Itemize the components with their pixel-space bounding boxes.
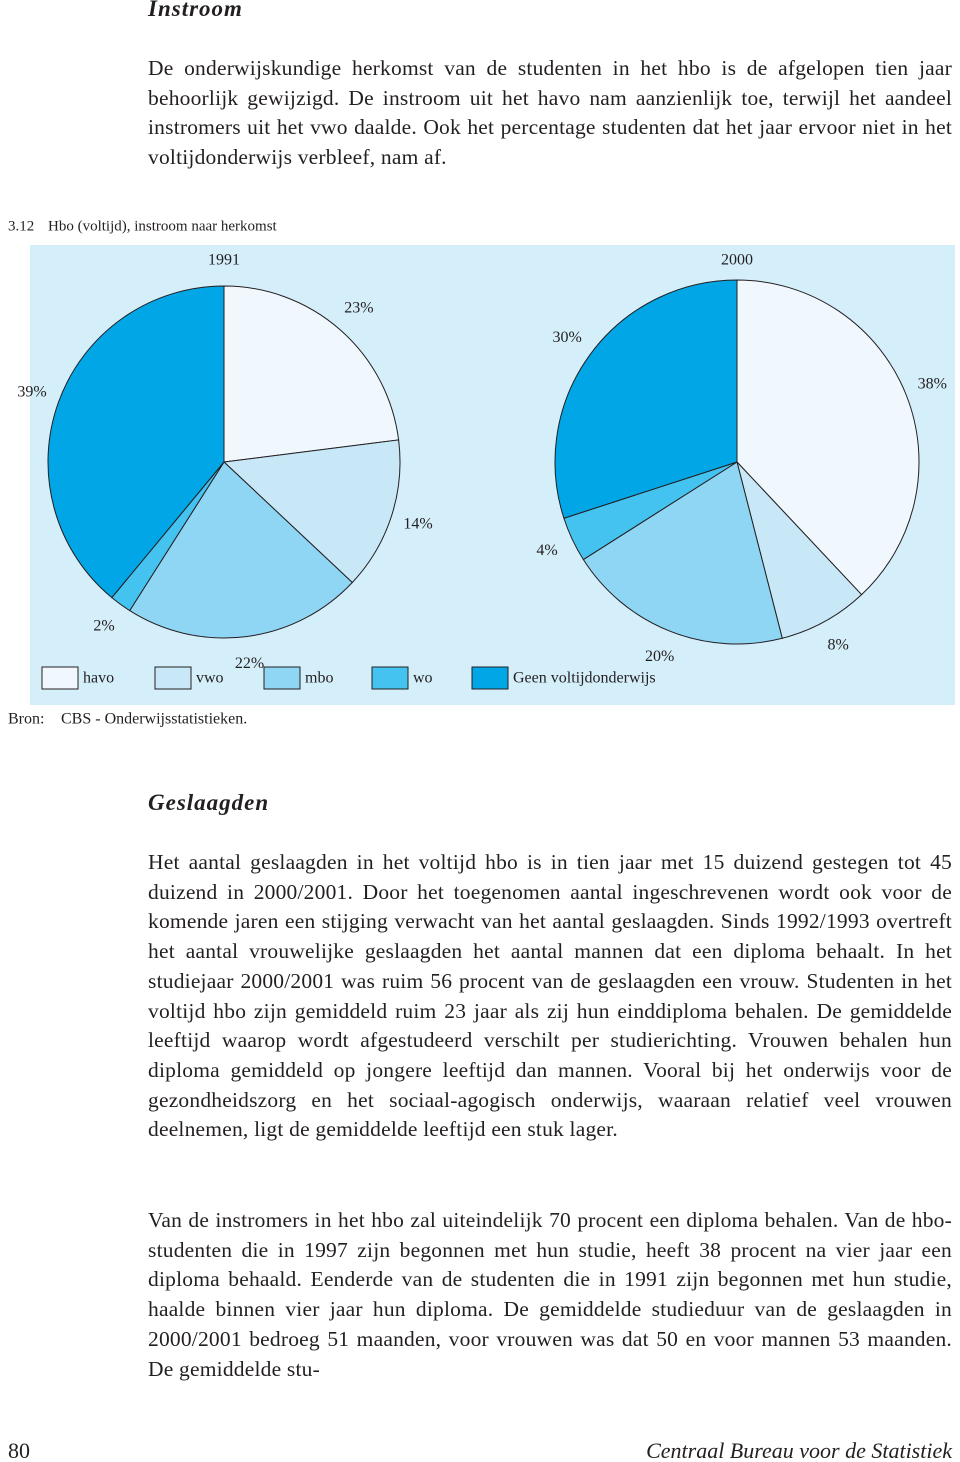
data-label: 20% (645, 648, 674, 665)
legend-swatch (471, 666, 509, 690)
paragraph: Van de instromers in het hbo zal uiteind… (148, 1208, 952, 1381)
legend-swatch (263, 666, 301, 690)
data-label: 8% (828, 637, 849, 654)
pie-title: 1991 (208, 252, 240, 269)
data-label: 4% (536, 542, 557, 559)
legend-swatch (154, 666, 192, 690)
data-label: 22% (235, 655, 264, 672)
data-label: 14% (403, 516, 432, 533)
legend-label: mbo (305, 670, 333, 687)
paragraph: Het aantal geslaagden in het voltijd hbo… (148, 850, 952, 1142)
pie-slice (222, 439, 401, 584)
data-label: 30% (552, 329, 581, 346)
figure-number: 3.12 (8, 218, 34, 234)
page-number: 80 (8, 1438, 30, 1462)
data-label: 2% (93, 618, 114, 635)
heading: Instroom (148, 0, 243, 21)
pie-slice (554, 279, 738, 519)
data-label: 38% (918, 375, 947, 392)
legend-label: vwo (196, 670, 224, 687)
heading: Geslaagden (148, 790, 270, 815)
legend-swatch (371, 666, 409, 690)
paragraph: De onderwijskundige herkomst van de stud… (148, 56, 952, 170)
pie-slice (129, 461, 354, 639)
pie-slice (736, 461, 863, 639)
source-label: Bron: (8, 711, 44, 728)
pie-slice (736, 279, 920, 596)
figure: 3.12 Hbo (voltijd), instroom naar herkom… (8, 218, 955, 728)
pie-slice (47, 285, 225, 599)
pie-slice (582, 461, 783, 645)
legend-label: havo (83, 670, 114, 687)
figure-title: Hbo (voltijd), instroom naar herkomst (48, 218, 278, 234)
pie-title: 2000 (721, 252, 753, 269)
pie-slice (223, 285, 400, 463)
legend-label: wo (413, 670, 433, 687)
legend-label: Geen voltijdonderwijs (513, 670, 656, 687)
data-label: 23% (344, 300, 373, 317)
data-label: 39% (17, 384, 46, 401)
legend-swatch (41, 666, 79, 690)
publisher: Centraal Bureau voor de Statistiek (646, 1438, 952, 1462)
source: CBS - Onderwijsstatistieken. (61, 711, 247, 728)
